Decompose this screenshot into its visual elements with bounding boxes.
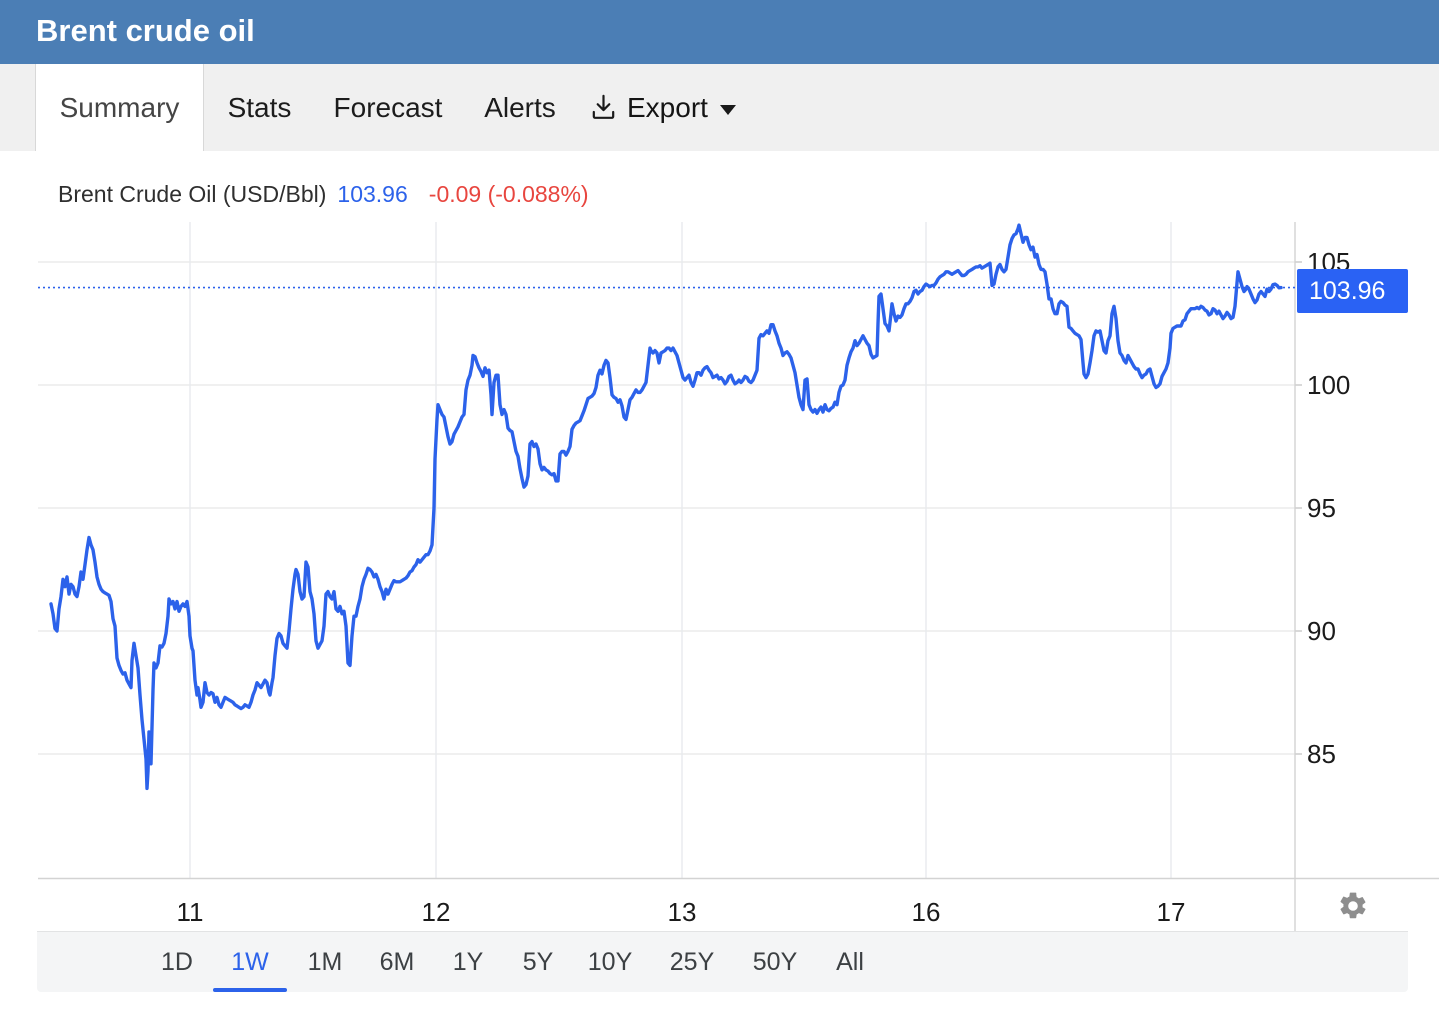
tab-alerts[interactable]: Alerts (459, 64, 581, 151)
tab-summary[interactable]: Summary (35, 64, 204, 151)
x-axis-label: 16 (911, 897, 941, 927)
y-axis-label: 85 (1307, 739, 1336, 769)
download-icon (588, 92, 627, 123)
tab-bar: Summary Stats Forecast Alerts Export (0, 64, 1439, 151)
range-button-10y[interactable]: 10Y (587, 948, 633, 976)
window-header: Brent crude oil (0, 0, 1439, 64)
gear-icon (1337, 892, 1369, 926)
quote-row: Brent Crude Oil (USD/Bbl) 103.96 -0.09 (… (58, 181, 589, 208)
tab-stats-label: Stats (227, 91, 292, 123)
current-price-badge: 103.96 (1297, 269, 1408, 313)
instrument-name: Brent Crude Oil (USD/Bbl) (58, 181, 327, 207)
page-title: Brent crude oil (36, 13, 255, 48)
export-button[interactable]: Export (588, 64, 736, 151)
range-button-1d[interactable]: 1D (161, 948, 193, 976)
y-axis-label: 95 (1307, 493, 1336, 523)
range-button-25y[interactable]: 25Y (669, 948, 715, 976)
x-axis-label: 11 (176, 897, 204, 927)
range-button-1w[interactable]: 1W (231, 948, 269, 976)
export-label: Export (627, 91, 708, 123)
range-button-50y[interactable]: 50Y (752, 948, 798, 976)
y-axis-label: 100 (1307, 370, 1351, 400)
tab-forecast[interactable]: Forecast (317, 64, 459, 151)
tab-stats[interactable]: Stats (202, 64, 317, 151)
range-button-1m[interactable]: 1M (307, 948, 343, 976)
range-button-all[interactable]: All (836, 948, 864, 976)
tab-alerts-label: Alerts (484, 91, 556, 123)
settings-gear-button[interactable] (1337, 890, 1369, 922)
active-range-underline (213, 988, 287, 992)
range-button-1y[interactable]: 1Y (452, 948, 484, 976)
x-axis-label: 12 (421, 897, 451, 927)
range-bar: 1D 1W 1M 6M 1Y 5Y 10Y 25Y 50Y All (37, 931, 1408, 992)
range-button-5y[interactable]: 5Y (522, 948, 554, 976)
x-axis-label: 17 (1156, 897, 1186, 927)
tab-summary-label: Summary (59, 91, 180, 123)
last-price: 103.96 (337, 181, 408, 207)
price-change: -0.09 (-0.088%) (428, 181, 589, 207)
range-button-6m[interactable]: 6M (379, 948, 415, 976)
caret-down-icon (719, 104, 736, 115)
tab-forecast-label: Forecast (333, 91, 443, 123)
y-axis-label: 90 (1307, 616, 1336, 646)
x-axis-label: 13 (667, 897, 697, 927)
